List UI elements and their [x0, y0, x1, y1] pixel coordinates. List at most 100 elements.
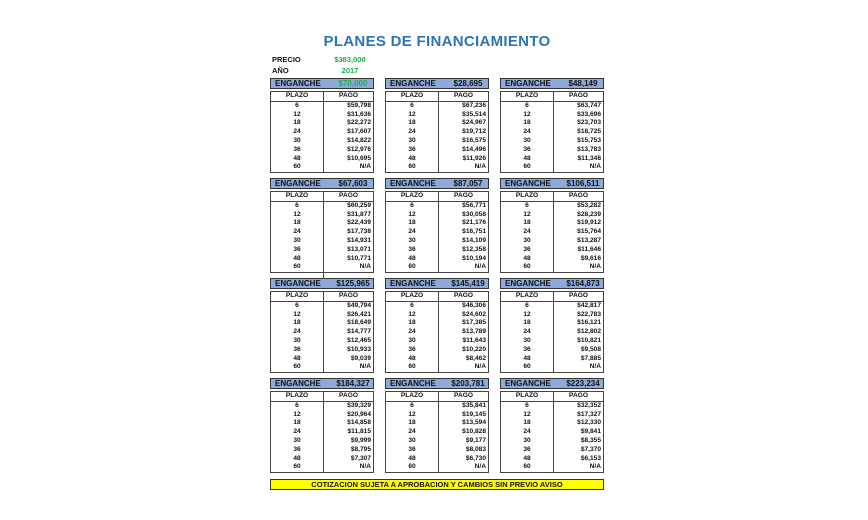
plazo-cell: 36 — [271, 345, 324, 355]
plazo-cell: 48 — [501, 154, 554, 164]
plazo-cell: 48 — [501, 254, 554, 264]
plazo-cell: 36 — [501, 145, 554, 155]
pago-cell: $11,646 — [577, 245, 601, 253]
pago-cell: $23,703 — [577, 119, 601, 127]
enganche-header: ENGANCHE $106,511 — [500, 178, 604, 189]
plan-block: ENGANCHE $67,603 PLAZO PAGO 6 $60,259 12 $31,87… — [270, 178, 374, 274]
pago-cell: $10,695 — [347, 154, 371, 162]
plazo-cell: 24 — [386, 128, 439, 137]
enganche-header: ENGANCHE $125,965 — [270, 278, 374, 289]
table-row: 48 $11,926 — [386, 154, 488, 164]
pago-cell: N/A — [474, 263, 486, 271]
pago-cell: $35,514 — [462, 110, 486, 118]
pago-cell: $10,194 — [462, 254, 486, 262]
plazo-cell: 30 — [271, 136, 324, 146]
table-row: 30 $8,355 — [501, 436, 603, 446]
pago-cell: $60,259 — [347, 201, 371, 209]
payment-table: PLAZO PAGO 6 $59,798 12 $31,636 18 $22,272 24 $17… — [270, 91, 374, 174]
plazo-cell: 6 — [271, 201, 324, 211]
plazo-cell: 36 — [271, 245, 324, 255]
table-row: 30 $9,177 — [386, 436, 488, 446]
pago-cell: $13,071 — [347, 245, 371, 253]
table-row: 36 $9,508 — [501, 345, 603, 355]
plazo-cell: 12 — [271, 410, 324, 420]
table-row: 12 $30,058 — [386, 210, 488, 220]
plazo-cell: 36 — [271, 445, 324, 455]
table-row: 18 $22,272 — [271, 119, 373, 129]
plazo-cell: 18 — [386, 119, 439, 129]
pago-cell: $35,841 — [462, 401, 486, 409]
col-pago: PAGO — [454, 92, 473, 99]
col-plazo: PLAZO — [386, 292, 439, 301]
payment-table: PLAZO PAGO 6 $60,259 12 $31,877 18 $22,439 24 $17… — [270, 191, 374, 274]
plazo-cell: 48 — [386, 354, 439, 364]
plazo-cell: 60 — [501, 163, 554, 173]
plazo-cell: 36 — [501, 445, 554, 455]
table-row: 60 N/A — [271, 163, 373, 173]
page-title: PLANES DE FINANCIAMIENTO — [323, 33, 551, 50]
pago-cell: $26,421 — [347, 310, 371, 318]
table-row: 24 $9,841 — [501, 428, 603, 437]
enganche-label: ENGANCHE — [390, 279, 436, 288]
table-row: 12 $31,636 — [271, 110, 373, 120]
plazo-cell: 18 — [271, 419, 324, 429]
table-row: 12 $20,964 — [271, 410, 373, 420]
pago-cell: $9,039 — [350, 354, 371, 362]
table-row: 6 $42,817 — [501, 301, 603, 311]
enganche-header: ENGANCHE $67,603 — [270, 178, 374, 189]
payment-table: PLAZO PAGO 6 $67,236 12 $35,514 18 $24,967 24 $19… — [385, 91, 489, 174]
plazo-cell: 24 — [501, 128, 554, 137]
pago-cell: $31,636 — [347, 110, 371, 118]
precio-label: PRECIO — [272, 55, 301, 64]
pago-cell: $14,822 — [347, 136, 371, 144]
table-row: 48 $6,153 — [501, 454, 603, 464]
plazo-cell: 24 — [386, 428, 439, 437]
plan-block: ENGANCHE $145,419 PLAZO PAGO 6 $46,306 12 $24,6… — [385, 278, 489, 374]
col-pago: PAGO — [339, 392, 358, 399]
pago-cell: $67,236 — [462, 101, 486, 109]
table-row: 18 $24,967 — [386, 119, 488, 129]
table-row: 30 $11,643 — [386, 336, 488, 346]
pago-cell: $17,327 — [577, 410, 601, 418]
pago-cell: $46,306 — [462, 301, 486, 309]
col-plazo: PLAZO — [271, 192, 324, 201]
payment-table: PLAZO PAGO 6 $32,352 12 $17,327 18 $12,330 24 $9,… — [500, 391, 604, 474]
plazo-cell: 30 — [501, 436, 554, 446]
table-header-row: PLAZO PAGO — [386, 192, 488, 202]
plazo-cell: 12 — [501, 410, 554, 420]
plazo-cell: 48 — [501, 354, 554, 364]
table-row: 6 $46,306 — [386, 301, 488, 311]
plazo-cell: 24 — [501, 428, 554, 437]
table-row: 6 $59,798 — [271, 101, 373, 111]
enganche-value: $184,327 — [336, 379, 370, 388]
plazo-cell: 48 — [271, 454, 324, 464]
col-plazo: PLAZO — [271, 292, 324, 301]
pago-cell: $11,926 — [462, 154, 486, 162]
plazo-cell: 24 — [271, 328, 324, 337]
pago-cell: $13,783 — [577, 145, 601, 153]
pago-cell: $6,730 — [465, 454, 486, 462]
enganche-header: ENGANCHE $87,057 — [385, 178, 489, 189]
pago-cell: $12,330 — [577, 419, 601, 427]
plazo-cell: 48 — [501, 454, 554, 464]
table-row: 36 $8,795 — [271, 445, 373, 455]
table-row: 12 $35,514 — [386, 110, 488, 120]
pago-cell: $14,858 — [347, 419, 371, 427]
table-row: 36 $7,370 — [501, 445, 603, 455]
table-row: 36 $10,220 — [386, 345, 488, 355]
plazo-cell: 48 — [271, 254, 324, 264]
table-row: 24 $13,789 — [386, 328, 488, 337]
table-row: 18 $22,439 — [271, 219, 373, 229]
table-header-row: PLAZO PAGO — [271, 92, 373, 102]
enganche-label: ENGANCHE — [390, 179, 436, 188]
pago-cell: $24,967 — [462, 119, 486, 127]
col-plazo: PLAZO — [501, 292, 554, 301]
pago-cell: $10,828 — [462, 428, 486, 436]
table-row: 36 $12,358 — [386, 245, 488, 255]
table-row: 12 $22,783 — [501, 310, 603, 320]
pago-cell: $12,465 — [347, 336, 371, 344]
table-header-row: PLAZO PAGO — [271, 292, 373, 302]
pago-cell: N/A — [359, 163, 371, 171]
pago-cell: $56,771 — [462, 201, 486, 209]
table-row: 48 $10,771 — [271, 254, 373, 264]
